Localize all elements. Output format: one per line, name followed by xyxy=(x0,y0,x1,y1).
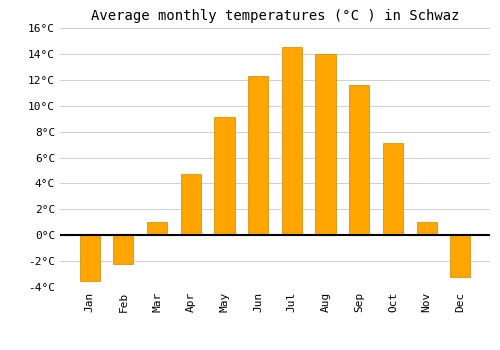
Bar xyxy=(113,235,134,264)
Bar xyxy=(316,54,336,235)
Bar xyxy=(248,76,268,235)
Bar xyxy=(349,85,370,235)
Bar xyxy=(147,222,167,235)
Bar xyxy=(450,235,470,276)
Bar xyxy=(80,235,100,281)
Bar xyxy=(383,143,403,235)
Title: Average monthly temperatures (°C ) in Schwaz: Average monthly temperatures (°C ) in Sc… xyxy=(91,9,459,23)
Bar xyxy=(282,47,302,235)
Bar xyxy=(416,222,437,235)
Bar xyxy=(214,117,234,235)
Bar xyxy=(180,174,201,235)
